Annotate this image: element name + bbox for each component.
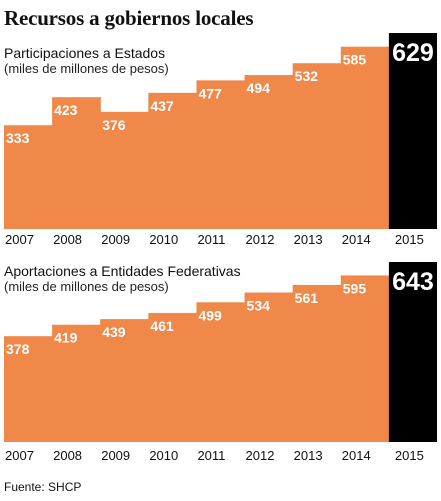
year-label-2015: 2015 <box>395 232 424 247</box>
bar-2007 <box>4 336 53 442</box>
bar-2009 <box>100 319 149 442</box>
value-label-2015: 643 <box>392 268 434 296</box>
value-label-2014: 585 <box>343 52 367 68</box>
year-label-2010: 2010 <box>149 448 178 463</box>
year-label-2008: 2008 <box>53 448 82 463</box>
year-label-2013: 2013 <box>294 232 323 247</box>
year-label-2015: 2015 <box>395 448 424 463</box>
value-label-2011: 477 <box>198 85 222 101</box>
bar-2015 <box>388 33 437 229</box>
year-label-2014: 2014 <box>342 232 371 247</box>
value-label-2012: 534 <box>247 298 271 314</box>
value-label-2010: 437 <box>150 98 174 114</box>
year-label-2009: 2009 <box>101 232 130 247</box>
value-label-2007: 333 <box>6 130 30 146</box>
source-note: Fuente: SHCP <box>4 480 82 494</box>
bar-2008 <box>52 97 101 229</box>
bar-2010 <box>148 312 198 442</box>
value-label-2010: 461 <box>150 318 174 334</box>
bar-2011 <box>196 80 246 229</box>
value-label-2009: 376 <box>102 117 126 133</box>
chart-1-title: Participaciones a Estados <box>4 45 166 61</box>
bar-2012 <box>244 75 294 229</box>
year-label-2010: 2010 <box>149 232 178 247</box>
bar-2008 <box>52 324 101 442</box>
page-title: Recursos a gobiernos locales <box>4 6 254 30</box>
bar-2011 <box>196 302 246 442</box>
bar-2015 <box>388 262 437 442</box>
year-label-2014: 2014 <box>342 448 371 463</box>
value-label-2013: 532 <box>295 68 319 84</box>
bar-2014 <box>340 46 390 230</box>
bar-2014 <box>340 275 390 442</box>
bar-2007 <box>4 125 53 229</box>
bar-2009 <box>100 111 149 229</box>
year-label-2012: 2012 <box>246 448 275 463</box>
year-label-2009: 2009 <box>101 448 130 463</box>
year-label-2008: 2008 <box>53 232 82 247</box>
value-label-2015: 629 <box>392 39 434 67</box>
bar-2010 <box>148 92 198 229</box>
value-label-2012: 494 <box>247 80 271 96</box>
year-label-2011: 2011 <box>197 448 225 463</box>
year-label-2007: 2007 <box>5 448 34 463</box>
value-label-2011: 499 <box>198 307 222 323</box>
value-label-2009: 439 <box>102 324 126 340</box>
value-label-2013: 561 <box>295 290 319 306</box>
bar-2012 <box>244 292 294 442</box>
year-label-2007: 2007 <box>5 232 34 247</box>
chart-1-participaciones: 333 2007 423 2008 376 2009 437 2010 477 2011 494 20… <box>4 33 437 247</box>
value-label-2007: 378 <box>6 341 30 357</box>
bar-2013 <box>292 63 342 229</box>
bar-2013 <box>292 284 342 442</box>
year-label-2012: 2012 <box>246 232 275 247</box>
year-label-2011: 2011 <box>197 232 225 247</box>
value-label-2008: 423 <box>54 102 78 118</box>
year-label-2013: 2013 <box>294 448 323 463</box>
value-label-2008: 419 <box>54 330 78 346</box>
chart-2-title: Aportaciones a Entidades Federativas <box>4 263 241 279</box>
chart-2-aportaciones: 378 2007 419 2008 439 2009 461 2010 499 2011 534 20… <box>4 262 437 463</box>
chart-1-subtitle: (miles de millones de pesos) <box>4 61 169 76</box>
value-label-2014: 595 <box>343 280 367 296</box>
chart-2-subtitle: (miles de millones de pesos) <box>4 279 169 294</box>
